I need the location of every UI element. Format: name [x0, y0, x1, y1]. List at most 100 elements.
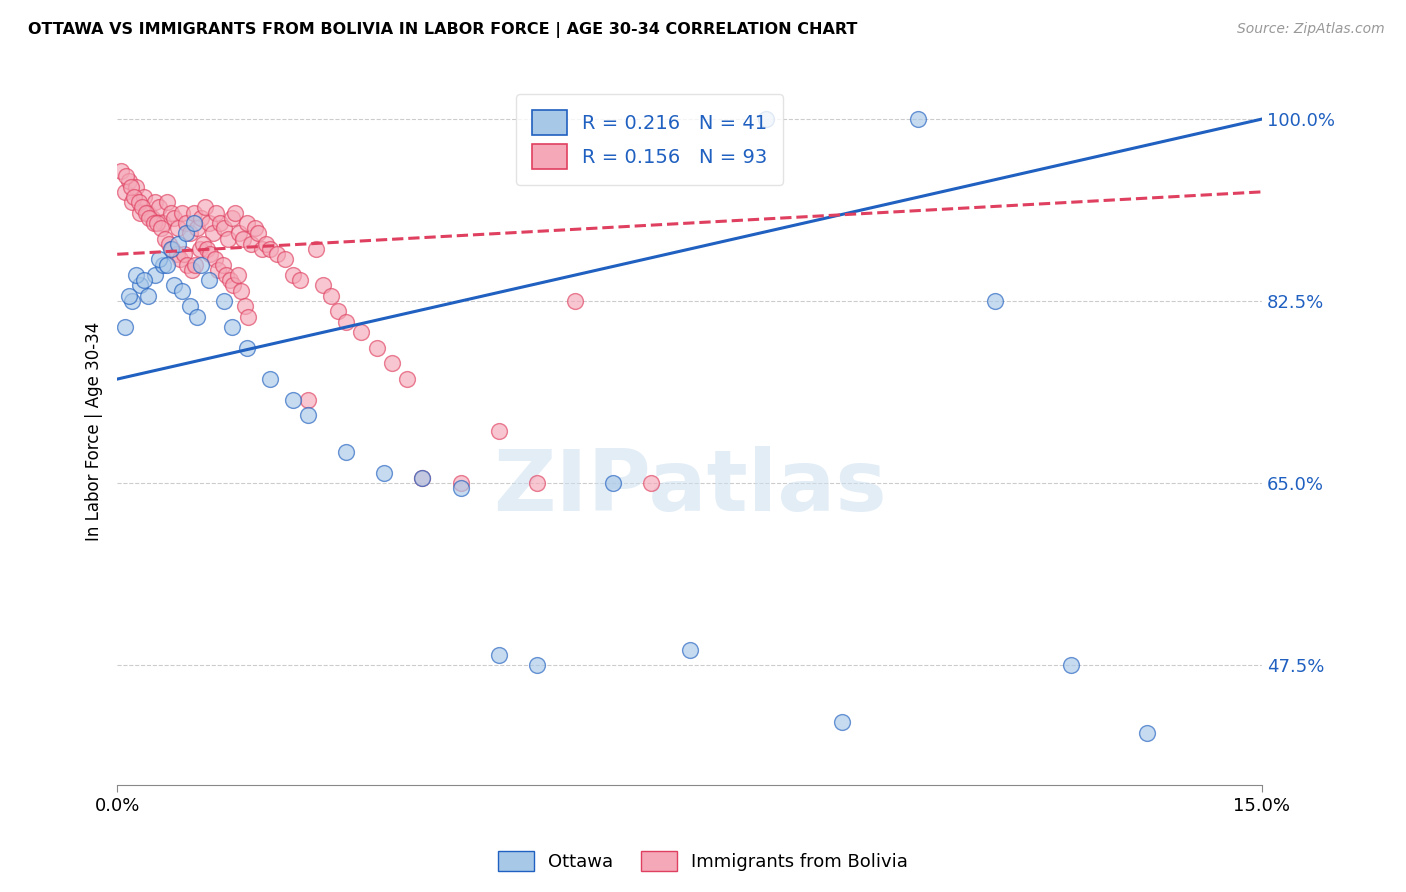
Point — [212, 221, 235, 235]
Point — [167, 221, 190, 235]
Point — [259, 242, 281, 256]
Point — [236, 216, 259, 230]
Point — [167, 236, 190, 251]
Point — [297, 409, 319, 423]
Point — [235, 299, 257, 313]
Point — [907, 112, 929, 126]
Point — [122, 190, 145, 204]
Point — [190, 211, 212, 225]
Point — [117, 289, 139, 303]
Point — [450, 481, 472, 495]
Point — [1136, 725, 1159, 739]
Point — [143, 195, 166, 210]
Point — [129, 205, 152, 219]
Point — [488, 424, 510, 438]
Legend: Ottawa, Immigrants from Bolivia: Ottawa, Immigrants from Bolivia — [491, 844, 915, 879]
Point — [602, 476, 624, 491]
Point — [217, 232, 239, 246]
Point — [115, 169, 138, 184]
Point — [183, 216, 205, 230]
Point — [132, 273, 155, 287]
Point — [254, 236, 277, 251]
Point — [200, 247, 222, 261]
Point — [319, 289, 342, 303]
Point — [136, 289, 159, 303]
Point — [170, 284, 193, 298]
Point — [312, 278, 335, 293]
Text: Source: ZipAtlas.com: Source: ZipAtlas.com — [1237, 22, 1385, 37]
Point — [163, 211, 186, 225]
Point — [114, 320, 136, 334]
Point — [176, 258, 198, 272]
Point — [160, 242, 183, 256]
Point — [221, 211, 243, 225]
Y-axis label: In Labor Force | Age 30-34: In Labor Force | Age 30-34 — [86, 321, 103, 541]
Point — [148, 201, 170, 215]
Point — [228, 227, 250, 241]
Point — [138, 211, 160, 225]
Point — [328, 304, 350, 318]
Point — [335, 445, 357, 459]
Point — [411, 471, 433, 485]
Point — [117, 174, 139, 188]
Point — [411, 471, 433, 485]
Point — [232, 232, 254, 246]
Point — [143, 268, 166, 282]
Point — [755, 112, 778, 126]
Point — [166, 247, 188, 261]
Point — [526, 476, 548, 491]
Point — [281, 392, 304, 407]
Point — [131, 201, 153, 215]
Point — [146, 216, 169, 230]
Point — [186, 310, 208, 324]
Text: OTTAWA VS IMMIGRANTS FROM BOLIVIA IN LABOR FORCE | AGE 30-34 CORRELATION CHART: OTTAWA VS IMMIGRANTS FROM BOLIVIA IN LAB… — [28, 22, 858, 38]
Point — [128, 195, 150, 210]
Point — [163, 278, 186, 293]
Point — [238, 310, 260, 324]
Point — [157, 236, 180, 251]
Point — [169, 252, 191, 267]
Point — [640, 476, 662, 491]
Point — [396, 372, 419, 386]
Point — [135, 205, 157, 219]
Point — [290, 273, 312, 287]
Point — [366, 341, 388, 355]
Point — [152, 258, 174, 272]
Point — [204, 252, 226, 267]
Point — [191, 236, 214, 251]
Point — [125, 268, 148, 282]
Point — [239, 236, 262, 251]
Point — [222, 278, 245, 293]
Point — [250, 242, 273, 256]
Point — [197, 216, 219, 230]
Point — [266, 247, 288, 261]
Point — [281, 268, 304, 282]
Point — [304, 242, 326, 256]
Point — [221, 320, 243, 334]
Point — [229, 284, 252, 298]
Point — [226, 268, 249, 282]
Point — [212, 294, 235, 309]
Point — [186, 221, 208, 235]
Point — [156, 195, 179, 210]
Point — [188, 242, 211, 256]
Point — [195, 242, 218, 256]
Point — [197, 273, 219, 287]
Point — [219, 273, 242, 287]
Point — [132, 190, 155, 204]
Point — [110, 164, 132, 178]
Point — [450, 476, 472, 491]
Point — [120, 179, 142, 194]
Point — [350, 326, 373, 340]
Point — [125, 179, 148, 194]
Point — [201, 227, 224, 241]
Point — [159, 242, 181, 256]
Point — [173, 247, 195, 261]
Point — [243, 221, 266, 235]
Point — [152, 216, 174, 230]
Point — [174, 227, 197, 241]
Point — [121, 195, 143, 210]
Point — [156, 258, 179, 272]
Point — [179, 299, 201, 313]
Point — [259, 372, 281, 386]
